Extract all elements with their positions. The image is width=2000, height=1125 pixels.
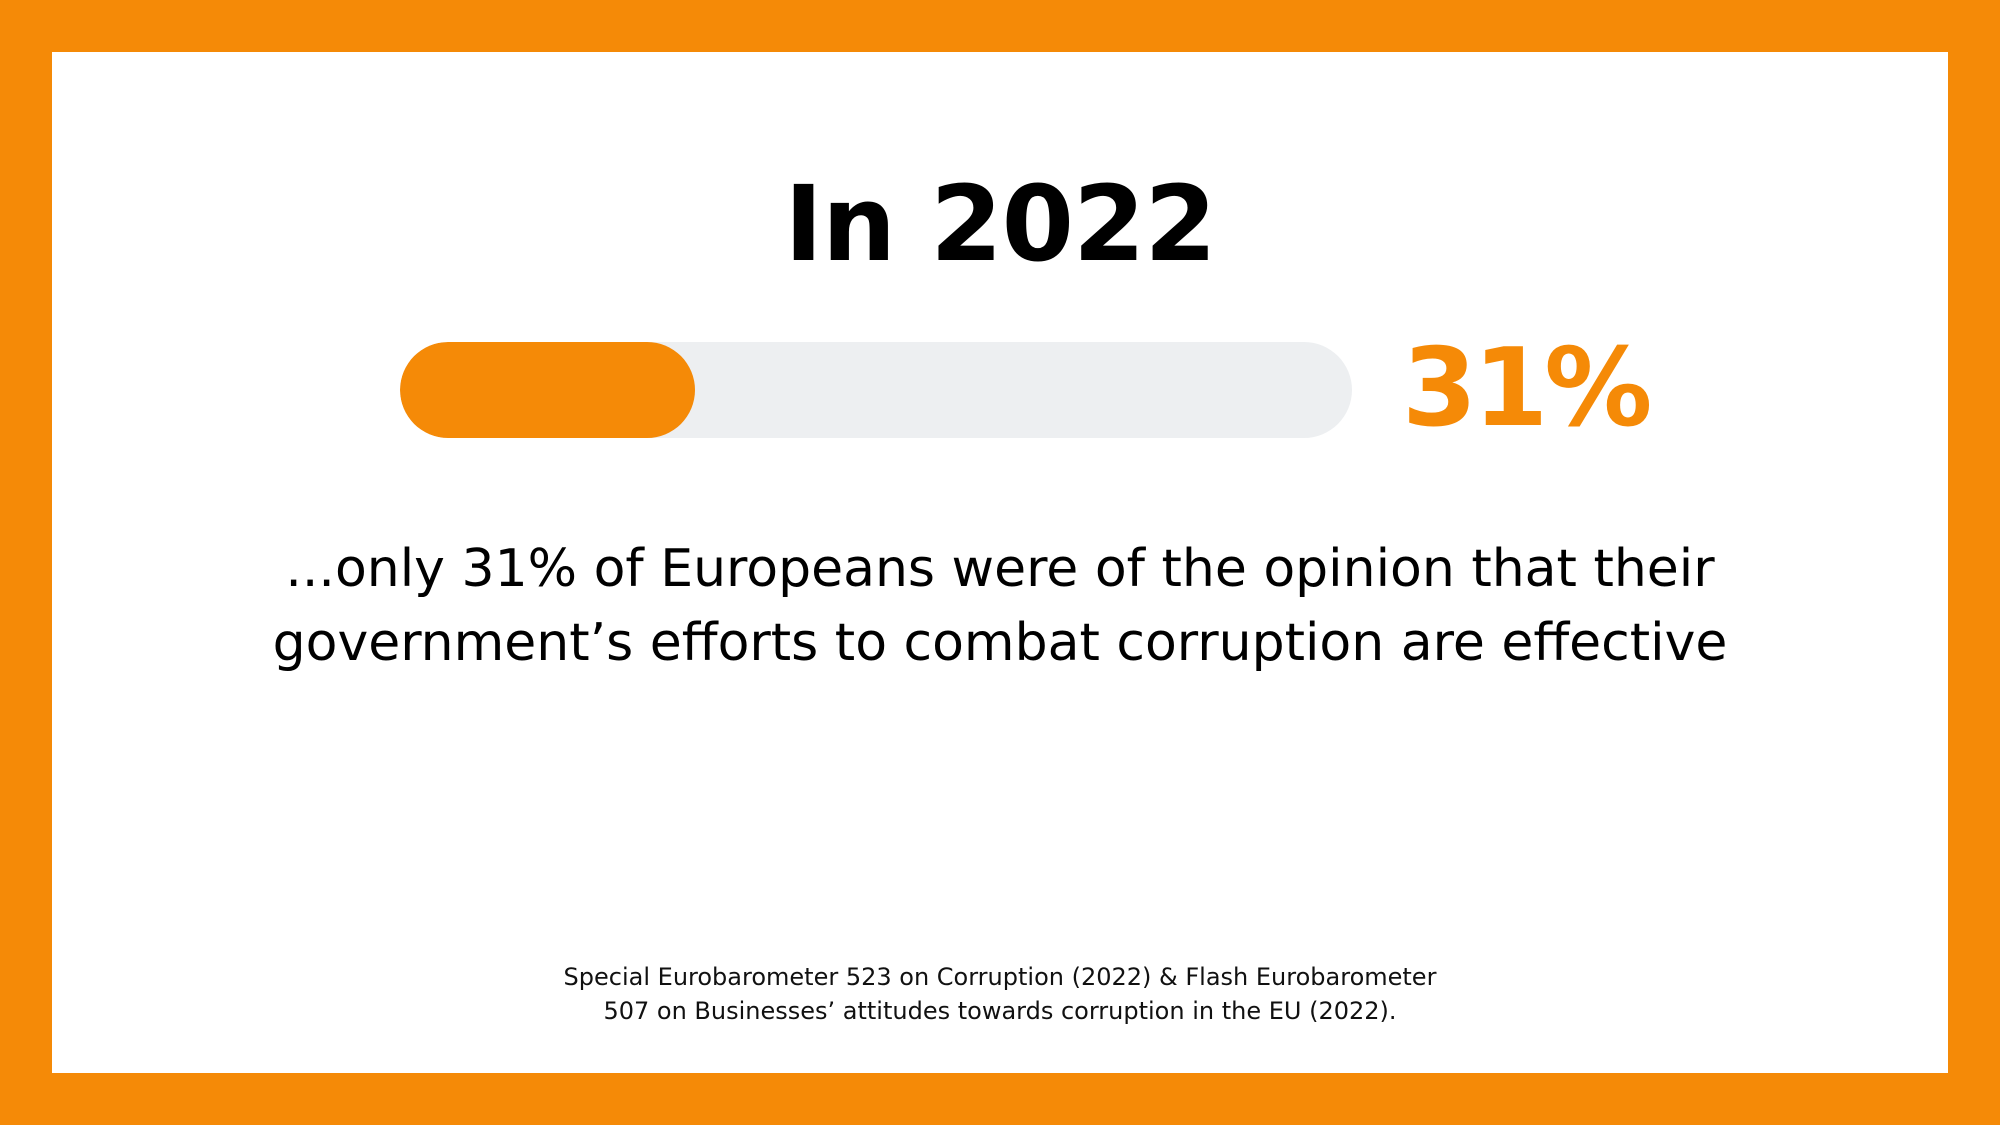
source-line-2: 507 on Businesses’ attitudes towards cor… <box>603 997 1397 1025</box>
infographic-card: In 2022 31% ...only 31% of Europeans wer… <box>52 52 1948 1073</box>
progress-bar <box>400 342 1352 438</box>
source-line-1: Special Eurobarometer 523 on Corruption … <box>563 963 1437 991</box>
statement-line-2: government’s efforts to combat corruptio… <box>272 613 1728 673</box>
statement-line-1: ...only 31% of Europeans were of the opi… <box>285 539 1715 599</box>
source-citation: Special Eurobarometer 523 on Corruption … <box>252 960 1748 1028</box>
headline: In 2022 <box>784 163 1216 285</box>
percent-label: 31% <box>1402 326 1653 451</box>
progress-fill <box>400 342 696 438</box>
statement-text: ...only 31% of Europeans were of the opi… <box>112 532 1888 680</box>
